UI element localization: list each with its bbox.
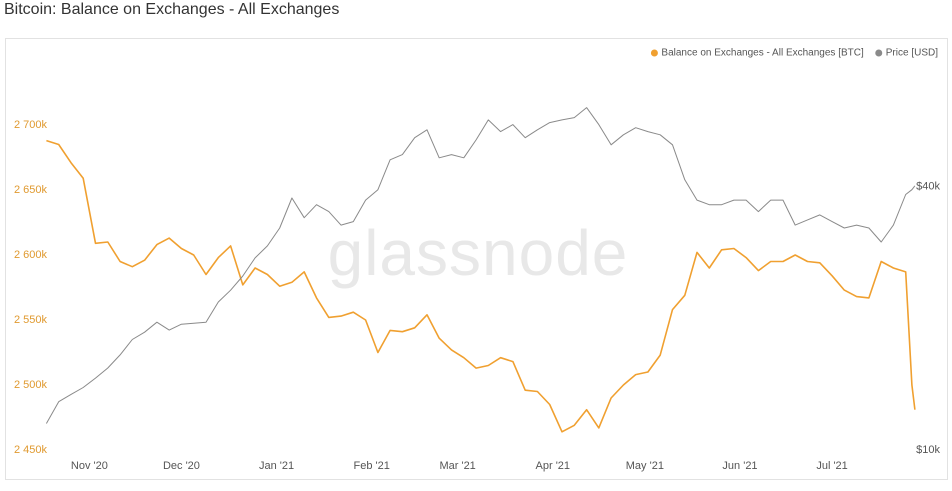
legend-marker	[650, 49, 658, 57]
x-tick-label: Dec '20	[163, 460, 200, 472]
watermark: glassnode	[328, 217, 629, 289]
y2-tick-label: $40k	[916, 181, 940, 193]
legend-label: Price [USD]	[886, 48, 938, 59]
x-tick-label: May '21	[626, 460, 664, 472]
series-line	[46, 139, 916, 433]
y-tick-label: 2 600k	[14, 249, 48, 261]
y2-tick-label: $10k	[916, 444, 940, 456]
x-tick-label: Jul '21	[816, 460, 847, 472]
x-tick-label: Nov '20	[71, 460, 108, 472]
y-tick-label: 2 500k	[14, 379, 48, 391]
x-tick-label: Mar '21	[439, 460, 475, 472]
x-tick-label: Jan '21	[259, 460, 294, 472]
chart-title: Bitcoin: Balance on Exchanges - All Exch…	[4, 1, 339, 18]
legend-label: Balance on Exchanges - All Exchanges [BT…	[661, 48, 864, 59]
x-tick-label: Jun '21	[722, 460, 757, 472]
x-tick-label: Apr '21	[536, 460, 571, 472]
legend-marker	[875, 49, 883, 57]
y-tick-label: 2 700k	[14, 119, 48, 131]
chart-frame	[5, 38, 948, 480]
series-line	[45, 107, 916, 424]
y-tick-label: 2 450k	[14, 444, 48, 456]
y-tick-label: 2 550k	[14, 314, 48, 326]
y-tick-label: 2 650k	[14, 184, 48, 196]
x-tick-label: Feb '21	[354, 460, 390, 472]
